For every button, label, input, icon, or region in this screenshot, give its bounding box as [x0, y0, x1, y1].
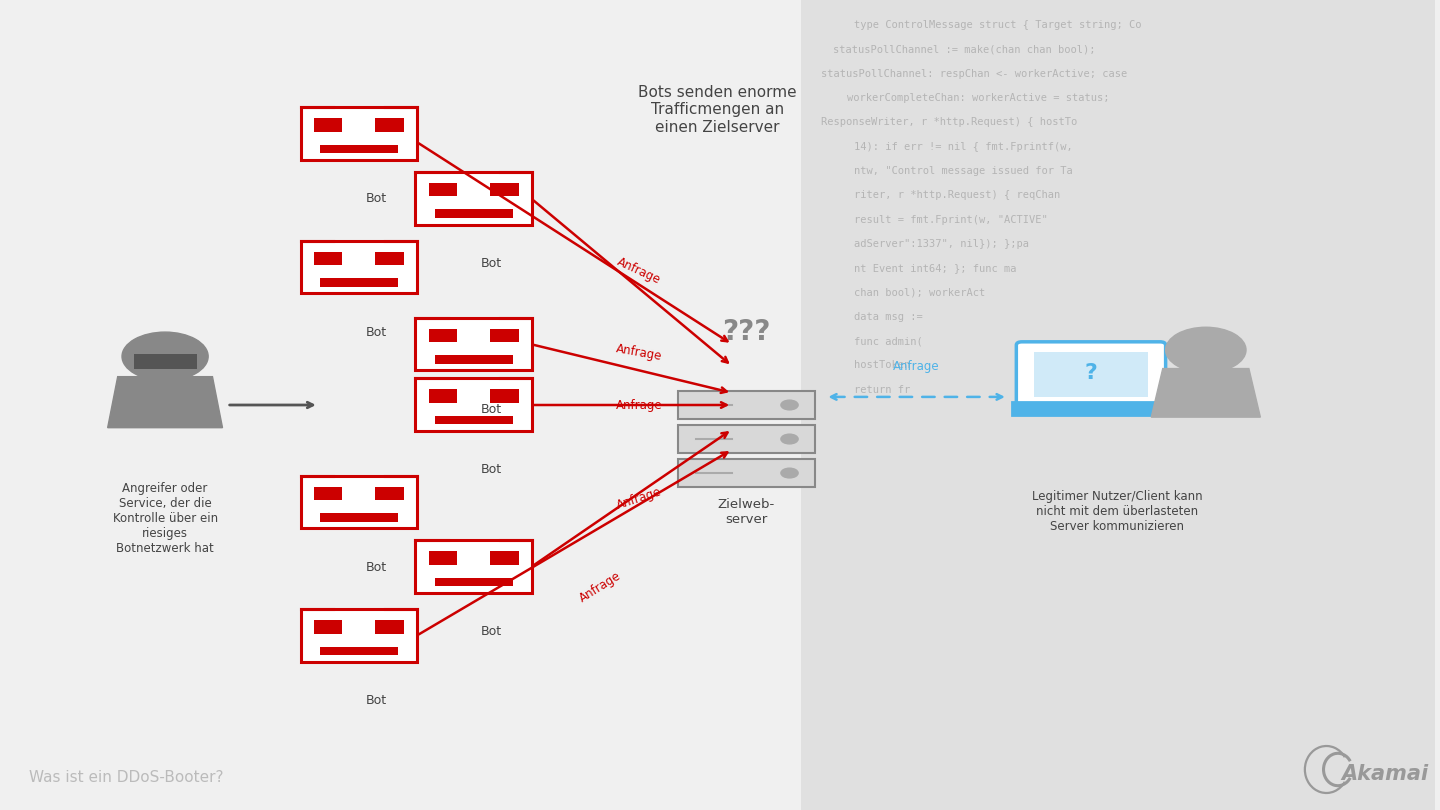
Text: nt Event int64; }; func ma: nt Event int64; }; func ma — [854, 263, 1017, 273]
Text: Legitimer Nutzer/Client kann
nicht mit dem überlasteten
Server kommunizieren: Legitimer Nutzer/Client kann nicht mit d… — [1031, 490, 1202, 533]
FancyBboxPatch shape — [416, 540, 531, 593]
FancyBboxPatch shape — [134, 354, 197, 369]
Text: statusPollChannel := make(chan chan bool);: statusPollChannel := make(chan chan bool… — [832, 45, 1094, 54]
FancyBboxPatch shape — [435, 356, 513, 364]
Text: return fr: return fr — [854, 385, 910, 394]
FancyBboxPatch shape — [416, 378, 531, 431]
FancyBboxPatch shape — [1034, 352, 1148, 397]
Text: Bot: Bot — [481, 403, 501, 416]
FancyBboxPatch shape — [314, 252, 343, 265]
Text: Bot: Bot — [366, 326, 387, 339]
Text: Anfrage: Anfrage — [615, 342, 662, 363]
Text: chan bool); workerAct: chan bool); workerAct — [854, 288, 985, 297]
FancyBboxPatch shape — [301, 241, 418, 293]
Circle shape — [780, 434, 798, 444]
FancyBboxPatch shape — [416, 172, 531, 224]
Text: hostToken: hostToken — [854, 360, 910, 370]
Text: Bot: Bot — [366, 192, 387, 205]
Polygon shape — [108, 377, 223, 428]
Text: 14): if err != nil { fmt.Fprintf(w,: 14): if err != nil { fmt.Fprintf(w, — [854, 142, 1073, 151]
Text: Bot: Bot — [481, 257, 501, 270]
Text: Bot: Bot — [366, 561, 387, 573]
Circle shape — [780, 400, 798, 410]
Circle shape — [1165, 327, 1246, 373]
Text: Angreifer oder
Service, der die
Kontrolle über ein
riesiges
Botnetzwerk hat: Angreifer oder Service, der die Kontroll… — [112, 482, 217, 555]
FancyBboxPatch shape — [490, 552, 518, 565]
FancyBboxPatch shape — [314, 487, 343, 500]
FancyBboxPatch shape — [490, 329, 518, 342]
FancyBboxPatch shape — [1017, 342, 1165, 407]
FancyBboxPatch shape — [435, 416, 513, 424]
Text: adServer":1337", nil}); };pa: adServer":1337", nil}); };pa — [854, 239, 1030, 249]
FancyBboxPatch shape — [678, 425, 815, 453]
FancyBboxPatch shape — [320, 514, 397, 522]
Text: statusPollChannel: respChan <- workerActive; case: statusPollChannel: respChan <- workerAct… — [821, 69, 1128, 79]
Text: Zielweb-
server: Zielweb- server — [717, 498, 775, 526]
Text: ResponseWriter, r *http.Request) { hostTo: ResponseWriter, r *http.Request) { hostT… — [821, 117, 1077, 127]
FancyBboxPatch shape — [490, 183, 518, 196]
FancyBboxPatch shape — [314, 620, 343, 633]
FancyBboxPatch shape — [801, 0, 1436, 810]
Text: riter, r *http.Request) { reqChan: riter, r *http.Request) { reqChan — [854, 190, 1060, 200]
Polygon shape — [1151, 369, 1260, 417]
FancyBboxPatch shape — [376, 487, 403, 500]
FancyBboxPatch shape — [320, 647, 397, 655]
FancyBboxPatch shape — [376, 620, 403, 633]
Text: data msg :=: data msg := — [854, 312, 923, 322]
Text: ?: ? — [1084, 363, 1097, 382]
Circle shape — [122, 332, 209, 381]
Text: Anfrage: Anfrage — [577, 569, 624, 605]
Text: Bots senden enorme
Trafficmengen an
einen Zielserver: Bots senden enorme Trafficmengen an eine… — [638, 85, 798, 134]
FancyBboxPatch shape — [490, 390, 518, 403]
FancyBboxPatch shape — [320, 279, 397, 287]
FancyBboxPatch shape — [429, 552, 458, 565]
Text: result = fmt.Fprint(w, "ACTIVE": result = fmt.Fprint(w, "ACTIVE" — [854, 215, 1048, 224]
Text: Was ist ein DDoS-Booter?: Was ist ein DDoS-Booter? — [29, 770, 223, 785]
FancyBboxPatch shape — [429, 329, 458, 342]
Text: ???: ??? — [723, 318, 770, 346]
FancyBboxPatch shape — [320, 145, 397, 153]
FancyBboxPatch shape — [376, 252, 403, 265]
Text: Anfrage: Anfrage — [615, 484, 662, 512]
Text: Bot: Bot — [366, 694, 387, 707]
FancyBboxPatch shape — [301, 475, 418, 528]
FancyBboxPatch shape — [314, 118, 343, 131]
FancyBboxPatch shape — [301, 609, 418, 662]
FancyBboxPatch shape — [376, 118, 403, 131]
FancyBboxPatch shape — [429, 390, 458, 403]
FancyBboxPatch shape — [435, 578, 513, 586]
Text: Anfrage: Anfrage — [615, 399, 662, 411]
Text: Bot: Bot — [481, 463, 501, 476]
Text: type ControlMessage struct { Target string; Co: type ControlMessage struct { Target stri… — [854, 20, 1142, 30]
FancyBboxPatch shape — [416, 318, 531, 370]
Text: Akamai: Akamai — [1342, 764, 1428, 783]
FancyBboxPatch shape — [429, 183, 458, 196]
FancyBboxPatch shape — [1012, 402, 1169, 415]
FancyBboxPatch shape — [435, 210, 513, 218]
Text: Anfrage: Anfrage — [615, 256, 662, 287]
Circle shape — [780, 468, 798, 478]
Text: Bot: Bot — [481, 625, 501, 638]
FancyBboxPatch shape — [678, 391, 815, 419]
Text: ntw, "Control message issued for Ta: ntw, "Control message issued for Ta — [854, 166, 1073, 176]
Text: func admin(: func admin( — [854, 336, 923, 346]
Text: workerCompleteChan: workerActive = status;: workerCompleteChan: workerActive = statu… — [847, 93, 1109, 103]
Text: Anfrage: Anfrage — [893, 360, 940, 373]
FancyBboxPatch shape — [678, 459, 815, 487]
FancyBboxPatch shape — [301, 107, 418, 160]
